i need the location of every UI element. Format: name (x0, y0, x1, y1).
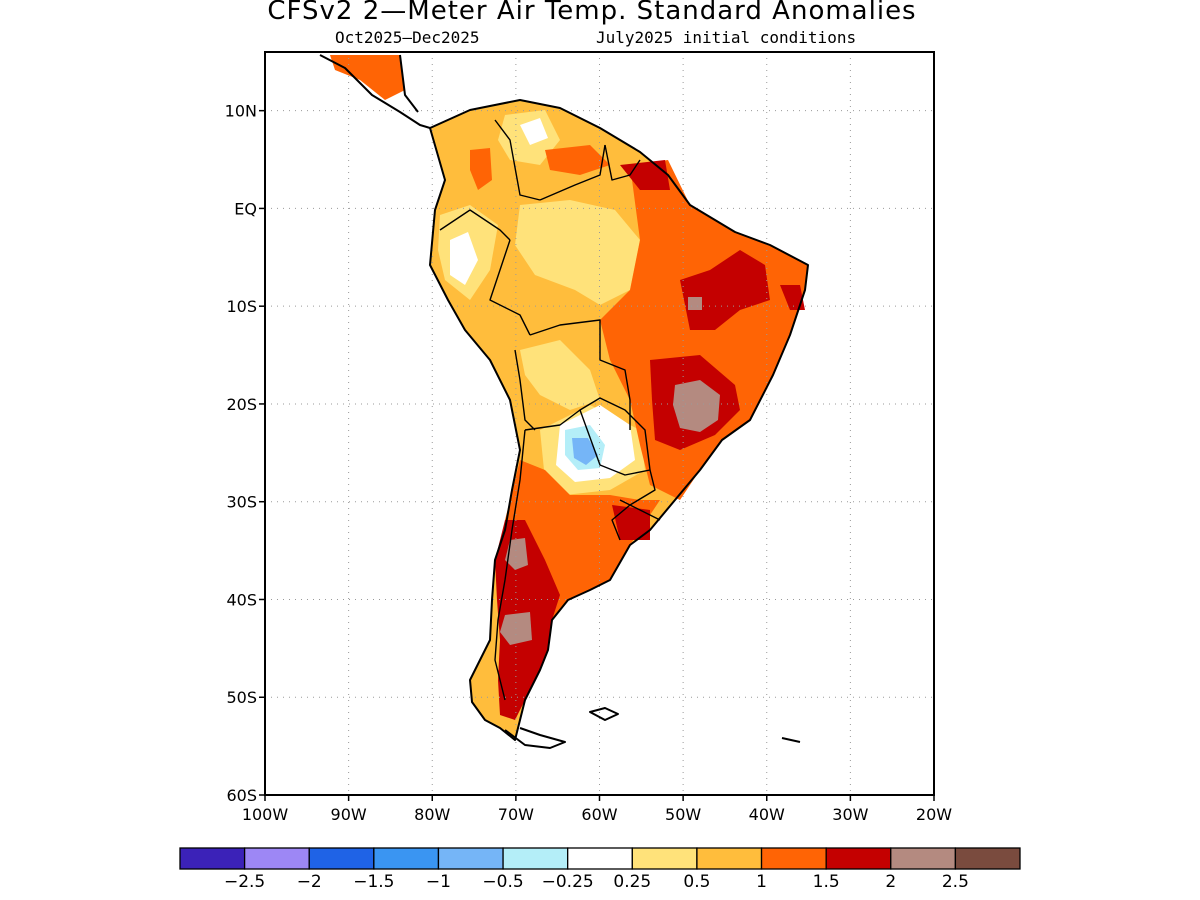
legend-swatch (954, 847, 1021, 870)
lon-label: 50W (665, 805, 701, 824)
fill-band-cool (572, 438, 598, 465)
fill-band-2-2.5 (673, 380, 720, 432)
legend-swatch (502, 847, 569, 870)
legend-swatch (890, 847, 957, 870)
border-guianas (604, 144, 641, 181)
legend-label: 0.5 (683, 872, 710, 892)
legend-label: 2 (885, 872, 896, 892)
coastline-outlines (319, 54, 809, 749)
lon-label: 80W (414, 805, 450, 824)
fill-band-1-1.5 (330, 55, 405, 100)
lon-label: 70W (498, 805, 534, 824)
fill-band-1-1.5 (545, 145, 610, 175)
border-paraguay (579, 397, 651, 476)
border-venezuela-brazil (539, 144, 606, 201)
legend-label: 1 (756, 872, 767, 892)
fill-band-near-zero (450, 232, 478, 285)
border-peru-brazil (489, 239, 531, 336)
lat-label: 50S (226, 688, 257, 707)
falkland-islands-coastline (589, 707, 619, 721)
legend-swatch (437, 847, 504, 870)
legend-swatch (179, 847, 246, 870)
legend-label: −1 (426, 872, 451, 892)
fill-band-0.25-0.5 (515, 200, 640, 305)
lat-label: 40S (226, 590, 257, 609)
legend-label: −2.5 (224, 872, 265, 892)
legend-label: 1.5 (813, 872, 840, 892)
legend-label: −1.5 (353, 872, 394, 892)
south-georgia-coastline (781, 737, 801, 743)
lat-label: 10N (225, 102, 257, 121)
central-america-coastline (319, 54, 431, 129)
border-brazil-uruguay (619, 499, 661, 521)
border-colombia-peru-ecuador (439, 209, 511, 241)
fill-band-2-2.5 (505, 538, 528, 570)
color-legend: −2.5 −2 −1.5 −1 −0.5 −0.25 0.25 0.5 1 1.5 2 2.5 (179, 847, 1021, 892)
border-argentina-chile (494, 429, 526, 701)
legend-swatch (373, 847, 440, 870)
border-bolivia-peru-chile (514, 349, 536, 431)
lon-label: 90W (331, 805, 367, 824)
legend-swatch (243, 847, 310, 870)
latitude-labels: 10N EQ 10S 20S 30S 40S 50S 60S (225, 102, 265, 805)
fill-band-1.5-2 (680, 250, 770, 330)
legend-swatch (567, 847, 633, 870)
legend-label: 2.5 (942, 872, 969, 892)
lon-label: 100W (242, 805, 289, 824)
lon-label: 20W (916, 805, 952, 824)
fill-band-1.5-2 (780, 285, 805, 310)
initial-conditions: July2025 initial conditions (596, 28, 857, 47)
south-america-coastline (429, 99, 809, 741)
lat-label: 10S (226, 297, 257, 316)
legend-label: −2 (297, 872, 322, 892)
anomaly-shading (330, 55, 808, 740)
legend-swatch (825, 847, 892, 870)
country-borders (439, 119, 661, 701)
legend-label: −0.25 (542, 872, 594, 892)
lon-label: 40W (749, 805, 785, 824)
legend-swatch (696, 847, 763, 870)
legend-label: −0.5 (482, 872, 523, 892)
legend-label: 0.25 (613, 872, 651, 892)
lat-label: 30S (226, 493, 257, 512)
tierra-del-fuego-coastline (504, 727, 566, 749)
border-bolivia-brazil (529, 319, 631, 430)
forecast-period: Oct2025—Dec2025 (335, 28, 480, 47)
lat-label: EQ (234, 199, 257, 218)
border-colombia-venezuela (494, 119, 541, 201)
fill-band-2-2.5 (688, 297, 702, 310)
lat-label: 60S (226, 786, 257, 805)
lon-label: 60W (581, 805, 617, 824)
lat-label: 20S (226, 395, 257, 414)
fill-band-1-1.5 (470, 148, 492, 190)
legend-swatch (760, 847, 827, 870)
fill-band-1.5-2 (612, 505, 650, 540)
longitude-labels: 100W 90W 80W 70W 60W 50W 40W 30W 20W (242, 795, 952, 824)
map-title: CFSv2 2—Meter Air Temp. Standard Anomali… (267, 0, 917, 26)
border-argentina-bolivia (524, 409, 581, 431)
fill-band-near-zero (520, 118, 548, 145)
lon-label: 30W (832, 805, 868, 824)
legend-swatch (308, 847, 375, 870)
fill-band-0.25-0.5 (520, 340, 600, 410)
legend-swatch (631, 847, 698, 870)
